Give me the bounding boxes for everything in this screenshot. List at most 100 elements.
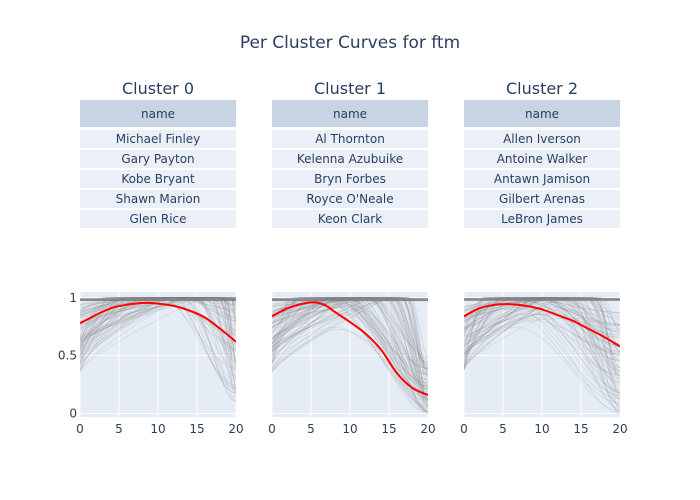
table-cell: Al Thornton — [272, 128, 428, 150]
background-curve — [80, 297, 236, 361]
background-curve — [464, 297, 620, 370]
background-curve — [80, 297, 236, 363]
background-curve — [464, 297, 620, 353]
table-cell: Antawn Jamison — [464, 169, 620, 190]
background-curve — [80, 297, 236, 391]
background-curve — [80, 297, 236, 348]
background-curve — [464, 297, 620, 355]
background-curve — [464, 297, 620, 369]
background-curve — [272, 297, 428, 406]
background-curve — [464, 297, 620, 370]
background-curve — [464, 297, 620, 394]
background-curve — [464, 297, 620, 356]
background-curve — [272, 297, 428, 370]
background-curve — [272, 297, 428, 408]
y-tick-label: 1 — [69, 291, 77, 305]
background-curve — [464, 297, 620, 346]
background-curve — [80, 297, 236, 397]
background-curve — [272, 297, 428, 376]
background-curve — [464, 297, 620, 342]
background-curve — [272, 297, 428, 371]
background-curve — [272, 297, 428, 383]
background-curve — [80, 297, 236, 351]
background-curve — [272, 297, 428, 413]
background-curve — [80, 297, 236, 366]
background-curve — [80, 297, 236, 323]
background-curve — [464, 297, 620, 350]
background-curve — [80, 297, 236, 402]
background-curves — [272, 297, 428, 414]
background-curve — [80, 297, 236, 323]
x-tick-label: 20 — [228, 422, 243, 436]
background-curve — [80, 297, 236, 315]
mean-curve — [272, 301, 428, 396]
background-curve — [464, 297, 620, 410]
background-curve — [464, 297, 620, 354]
background-curve — [80, 297, 236, 371]
background-curve — [80, 297, 236, 372]
background-curve — [464, 297, 620, 396]
background-curve — [80, 297, 236, 352]
background-curve — [464, 297, 620, 368]
background-curve — [272, 305, 428, 387]
background-curve — [80, 297, 236, 390]
background-curve — [464, 297, 620, 399]
x-tick-label: 0 — [76, 422, 84, 436]
background-curve — [272, 304, 428, 376]
background-curve — [80, 297, 236, 390]
background-curve — [464, 307, 620, 360]
background-curve — [464, 297, 620, 354]
background-curve — [272, 297, 428, 358]
background-curve — [80, 297, 236, 367]
background-curve — [464, 297, 620, 353]
background-curve — [80, 297, 236, 312]
x-tick-label: 0 — [268, 422, 276, 436]
background-curve — [464, 306, 620, 345]
background-curve — [464, 297, 620, 333]
table-header: name — [80, 100, 236, 130]
background-curve — [464, 297, 620, 380]
background-curve — [80, 297, 236, 345]
table-cell: Antoine Walker — [464, 149, 620, 170]
background-curve — [80, 297, 236, 344]
background-curve — [80, 297, 236, 357]
background-curve — [272, 297, 428, 379]
background-curve — [272, 297, 428, 390]
background-curve — [272, 312, 428, 410]
cluster-1-plot: 0 5 10 15 20 — [268, 292, 436, 436]
background-curve — [80, 297, 236, 339]
background-curve — [464, 297, 620, 372]
background-curve — [272, 297, 428, 377]
background-curve — [272, 299, 428, 370]
background-curve — [80, 297, 236, 352]
cluster-1-table: name Al Thornton Kelenna Azubuike Bryn F… — [272, 100, 428, 230]
background-curve — [272, 297, 428, 397]
background-curve — [464, 306, 620, 386]
background-curve — [272, 302, 428, 394]
background-curve — [464, 308, 620, 375]
background-curve — [272, 297, 428, 386]
background-curve — [272, 297, 428, 412]
background-curve — [272, 298, 428, 375]
background-curve — [80, 297, 236, 368]
x-tick-label: 10 — [342, 422, 357, 436]
background-curve — [80, 297, 236, 349]
background-curve — [272, 297, 428, 409]
background-curve — [272, 328, 428, 387]
background-curve — [80, 297, 236, 351]
background-curve — [464, 297, 620, 389]
background-curve — [80, 297, 236, 312]
y-tick-label: 0 — [69, 407, 77, 421]
background-curve — [464, 297, 620, 409]
background-curve — [272, 297, 428, 374]
background-curve — [80, 297, 236, 402]
background-curve — [80, 299, 236, 372]
background-curves — [80, 297, 236, 402]
background-curve — [272, 297, 428, 413]
background-curve — [464, 297, 620, 393]
background-curve — [272, 299, 428, 413]
x-tick-label: 20 — [420, 422, 435, 436]
background-curve — [80, 297, 236, 386]
x-tick-label: 10 — [534, 422, 549, 436]
table-header: name — [464, 100, 620, 130]
